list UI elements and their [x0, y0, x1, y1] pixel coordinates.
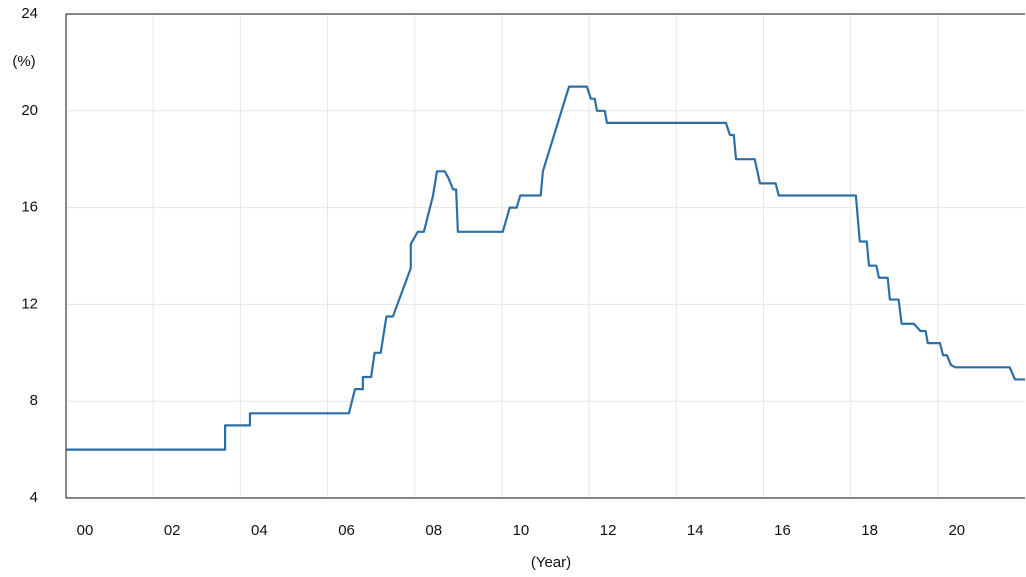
y-tick-label: 24	[21, 5, 38, 22]
y-tick-label: 16	[21, 199, 38, 216]
data-line	[66, 85, 1025, 451]
x-tick-label: 20	[948, 522, 965, 539]
x-tick-label: 00	[77, 522, 94, 539]
y-axis-label: (%)	[12, 53, 35, 70]
x-tick-label: 10	[513, 522, 530, 539]
x-axis-label: (Year)	[531, 554, 571, 571]
x-tick-label: 12	[600, 522, 617, 539]
y-tick-label: 20	[21, 102, 38, 119]
y-tick-label: 4	[30, 489, 38, 506]
y-tick-label: 8	[30, 392, 38, 409]
x-tick-label: 08	[425, 522, 442, 539]
x-tick-label: 04	[251, 522, 268, 539]
x-tick-label: 18	[861, 522, 878, 539]
x-tick-label: 06	[338, 522, 355, 539]
x-tick-label: 14	[687, 522, 704, 539]
y-tick-label: 12	[21, 295, 38, 312]
x-tick-label: 02	[164, 522, 181, 539]
x-tick-label: 16	[774, 522, 791, 539]
